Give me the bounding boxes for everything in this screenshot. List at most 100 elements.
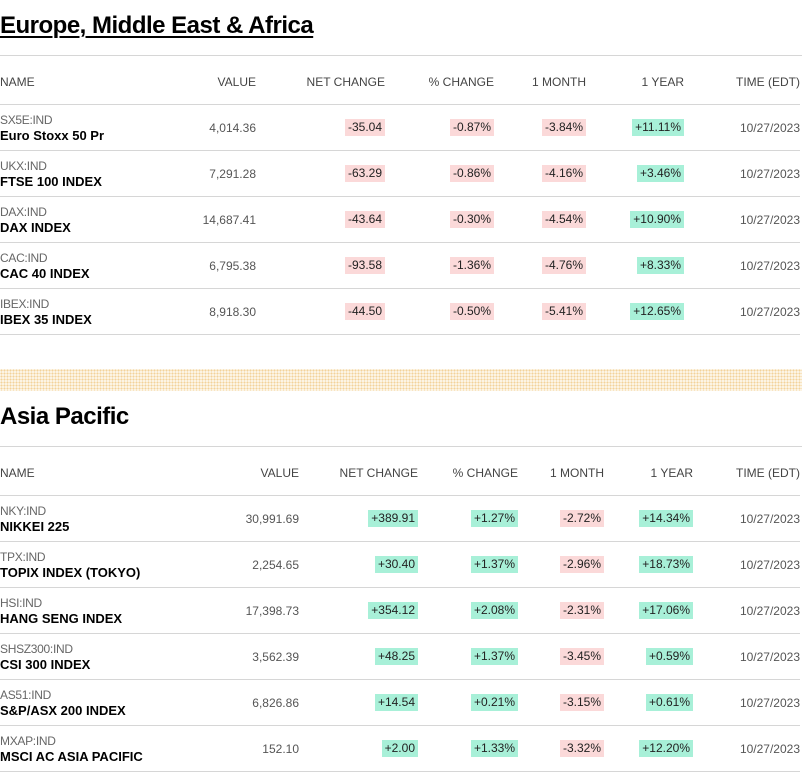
index-name-cell[interactable]: NKY:IND NIKKEI 225 [0, 495, 180, 542]
one-year-cell: +11.11% [586, 104, 684, 151]
time-cell: 10/27/2023 [693, 541, 800, 588]
table-row[interactable]: CAC:IND CAC 40 INDEX 6,795.38 -93.58 -1.36% -… [0, 242, 800, 289]
index-name-cell[interactable]: HSI:IND HANG SENG INDEX [0, 587, 180, 634]
one-year-badge: +11.11% [632, 119, 684, 136]
pct-change-badge: +1.37% [470, 648, 518, 665]
one-month-cell: -4.54% [494, 196, 586, 243]
emea-table: NAME VALUE NET CHANGE% CHANGE 1 MONTH 1 YEAR… [0, 60, 800, 335]
table-row[interactable]: IBEX:IND IBEX 35 INDEX 8,918.30 -44.50 -0.50… [0, 288, 800, 335]
index-name-cell[interactable]: MXAP:IND MSCI AC ASIA PACIFIC [0, 725, 180, 772]
col-header-time: TIME (EDT) [684, 60, 800, 105]
index-name-link[interactable]: S&P/ASX 200 INDEX [0, 702, 126, 718]
table-row[interactable]: NKY:IND NIKKEI 225 30,991.69 +389.91 +1.27% -… [0, 495, 800, 542]
one-month-badge: -2.96% [559, 556, 604, 573]
index-name-link[interactable]: CSI 300 INDEX [0, 656, 91, 672]
one-month-badge: -3.15% [559, 694, 604, 711]
pct-change-cell: +1.37% [418, 541, 518, 588]
index-name-cell[interactable]: SHSZ300:IND CSI 300 INDEX [0, 633, 180, 680]
value-cell: 6,795.38 [150, 242, 256, 289]
one-year-cell: +3.46% [586, 150, 684, 197]
section-title-emea[interactable]: Europe, Middle East & Africa [0, 12, 314, 39]
index-name-cell[interactable]: UKX:IND FTSE 100 INDEX [0, 150, 150, 197]
one-year-cell: +12.65% [586, 288, 684, 335]
section-separator-band [0, 369, 802, 391]
pct-change-cell: +1.37% [418, 633, 518, 680]
index-name-link[interactable]: IBEX 35 INDEX [0, 311, 92, 327]
pct-change-badge: +1.33% [470, 740, 518, 757]
time-cell: 10/27/2023 [684, 242, 800, 289]
value-cell: 4,014.36 [150, 104, 256, 151]
net-change-badge: -43.64 [344, 211, 385, 228]
index-name-link[interactable]: CAC 40 INDEX [0, 265, 90, 281]
ticker-symbol[interactable]: TPX:IND [0, 549, 46, 564]
index-name-link[interactable]: DAX INDEX [0, 219, 71, 235]
net-change-cell: +30.40 [299, 541, 418, 588]
one-year-badge: +12.20% [639, 740, 693, 757]
time-cell: 10/27/2023 [693, 725, 800, 772]
index-name-cell[interactable]: CAC:IND CAC 40 INDEX [0, 242, 150, 289]
index-name-link[interactable]: FTSE 100 INDEX [0, 173, 102, 189]
one-month-badge: -4.54% [541, 211, 586, 228]
table-row[interactable]: MXAP:IND MSCI AC ASIA PACIFIC 152.10 +2.00 +… [0, 725, 800, 772]
net-change-cell: -63.29 [256, 150, 385, 197]
ticker-symbol[interactable]: NKY:IND [0, 503, 46, 518]
net-change-cell: -44.50 [256, 288, 385, 335]
table-row[interactable]: DAX:IND DAX INDEX 14,687.41 -43.64 -0.30% -4.… [0, 196, 800, 243]
col-header-one-year: 1 YEAR [586, 60, 684, 105]
ticker-symbol[interactable]: DAX:IND [0, 204, 47, 219]
net-change-cell: +14.54 [299, 679, 418, 726]
index-name-cell[interactable]: AS51:IND S&P/ASX 200 INDEX [0, 679, 180, 726]
ticker-symbol[interactable]: MXAP:IND [0, 733, 56, 748]
index-name-cell[interactable]: DAX:IND DAX INDEX [0, 196, 150, 243]
one-month-cell: -3.84% [494, 104, 586, 151]
value-cell: 7,291.28 [150, 150, 256, 197]
one-year-badge: +3.46% [636, 165, 684, 182]
one-month-cell: -2.31% [518, 587, 604, 634]
one-year-badge: +0.59% [645, 648, 693, 665]
ticker-symbol[interactable]: CAC:IND [0, 250, 48, 265]
one-month-cell: -3.15% [518, 679, 604, 726]
col-header-name: NAME [0, 60, 150, 105]
ticker-symbol[interactable]: HSI:IND [0, 595, 42, 610]
index-name-cell[interactable]: SX5E:IND Euro Stoxx 50 Pr [0, 104, 150, 151]
ticker-symbol[interactable]: UKX:IND [0, 158, 47, 173]
col-header-net-change: NET CHANGE [256, 60, 385, 105]
pct-change-cell: -0.30% [385, 196, 494, 243]
ticker-symbol[interactable]: AS51:IND [0, 687, 51, 702]
index-name-link[interactable]: NIKKEI 225 [0, 518, 70, 534]
col-header-pct-change: % CHANGE [385, 60, 494, 105]
one-month-cell: -4.76% [494, 242, 586, 289]
one-year-badge: +8.33% [636, 257, 684, 274]
pct-change-badge: +1.37% [470, 556, 518, 573]
table-row[interactable]: AS51:IND S&P/ASX 200 INDEX 6,826.86 +14.54 +… [0, 679, 800, 726]
ticker-symbol[interactable]: IBEX:IND [0, 296, 49, 311]
net-change-badge: +30.40 [374, 556, 418, 573]
col-header-pct-change: % CHANGE [418, 451, 518, 496]
one-month-badge: -3.45% [559, 648, 604, 665]
ticker-symbol[interactable]: SX5E:IND [0, 112, 53, 127]
pct-change-cell: -0.50% [385, 288, 494, 335]
asia-pacific-table: NAME VALUE NET CHANGE% CHANGE 1 MONTH 1 YEAR… [0, 451, 800, 772]
table-header-row: NAME VALUE NET CHANGE% CHANGE 1 MONTH 1 YEAR… [0, 451, 800, 496]
value-cell: 3,562.39 [180, 633, 299, 680]
table-row[interactable]: SHSZ300:IND CSI 300 INDEX 3,562.39 +48.25 +1… [0, 633, 800, 680]
index-name-link[interactable]: TOPIX INDEX (TOKYO) [0, 564, 141, 580]
index-name-cell[interactable]: TPX:IND TOPIX INDEX (TOKYO) [0, 541, 180, 588]
table-row[interactable]: HSI:IND HANG SENG INDEX 17,398.73 +354.12 +2… [0, 587, 800, 634]
pct-change-badge: -0.86% [449, 165, 494, 182]
index-name-link[interactable]: Euro Stoxx 50 Pr [0, 127, 105, 143]
ticker-symbol[interactable]: SHSZ300:IND [0, 641, 73, 656]
one-month-cell: -5.41% [494, 288, 586, 335]
one-year-cell: +0.59% [604, 633, 693, 680]
index-name-link[interactable]: MSCI AC ASIA PACIFIC [0, 748, 143, 764]
time-cell: 10/27/2023 [693, 587, 800, 634]
table-row[interactable]: UKX:IND FTSE 100 INDEX 7,291.28 -63.29 -0.86… [0, 150, 800, 197]
net-change-badge: +389.91 [368, 510, 418, 527]
net-change-cell: +389.91 [299, 495, 418, 542]
table-row[interactable]: SX5E:IND Euro Stoxx 50 Pr 4,014.36 -35.04 -0… [0, 104, 800, 151]
index-name-cell[interactable]: IBEX:IND IBEX 35 INDEX [0, 288, 150, 335]
divider [0, 446, 802, 447]
index-name-link[interactable]: HANG SENG INDEX [0, 610, 123, 626]
table-row[interactable]: TPX:IND TOPIX INDEX (TOKYO) 2,254.65 +30.40… [0, 541, 800, 588]
divider [0, 55, 802, 56]
